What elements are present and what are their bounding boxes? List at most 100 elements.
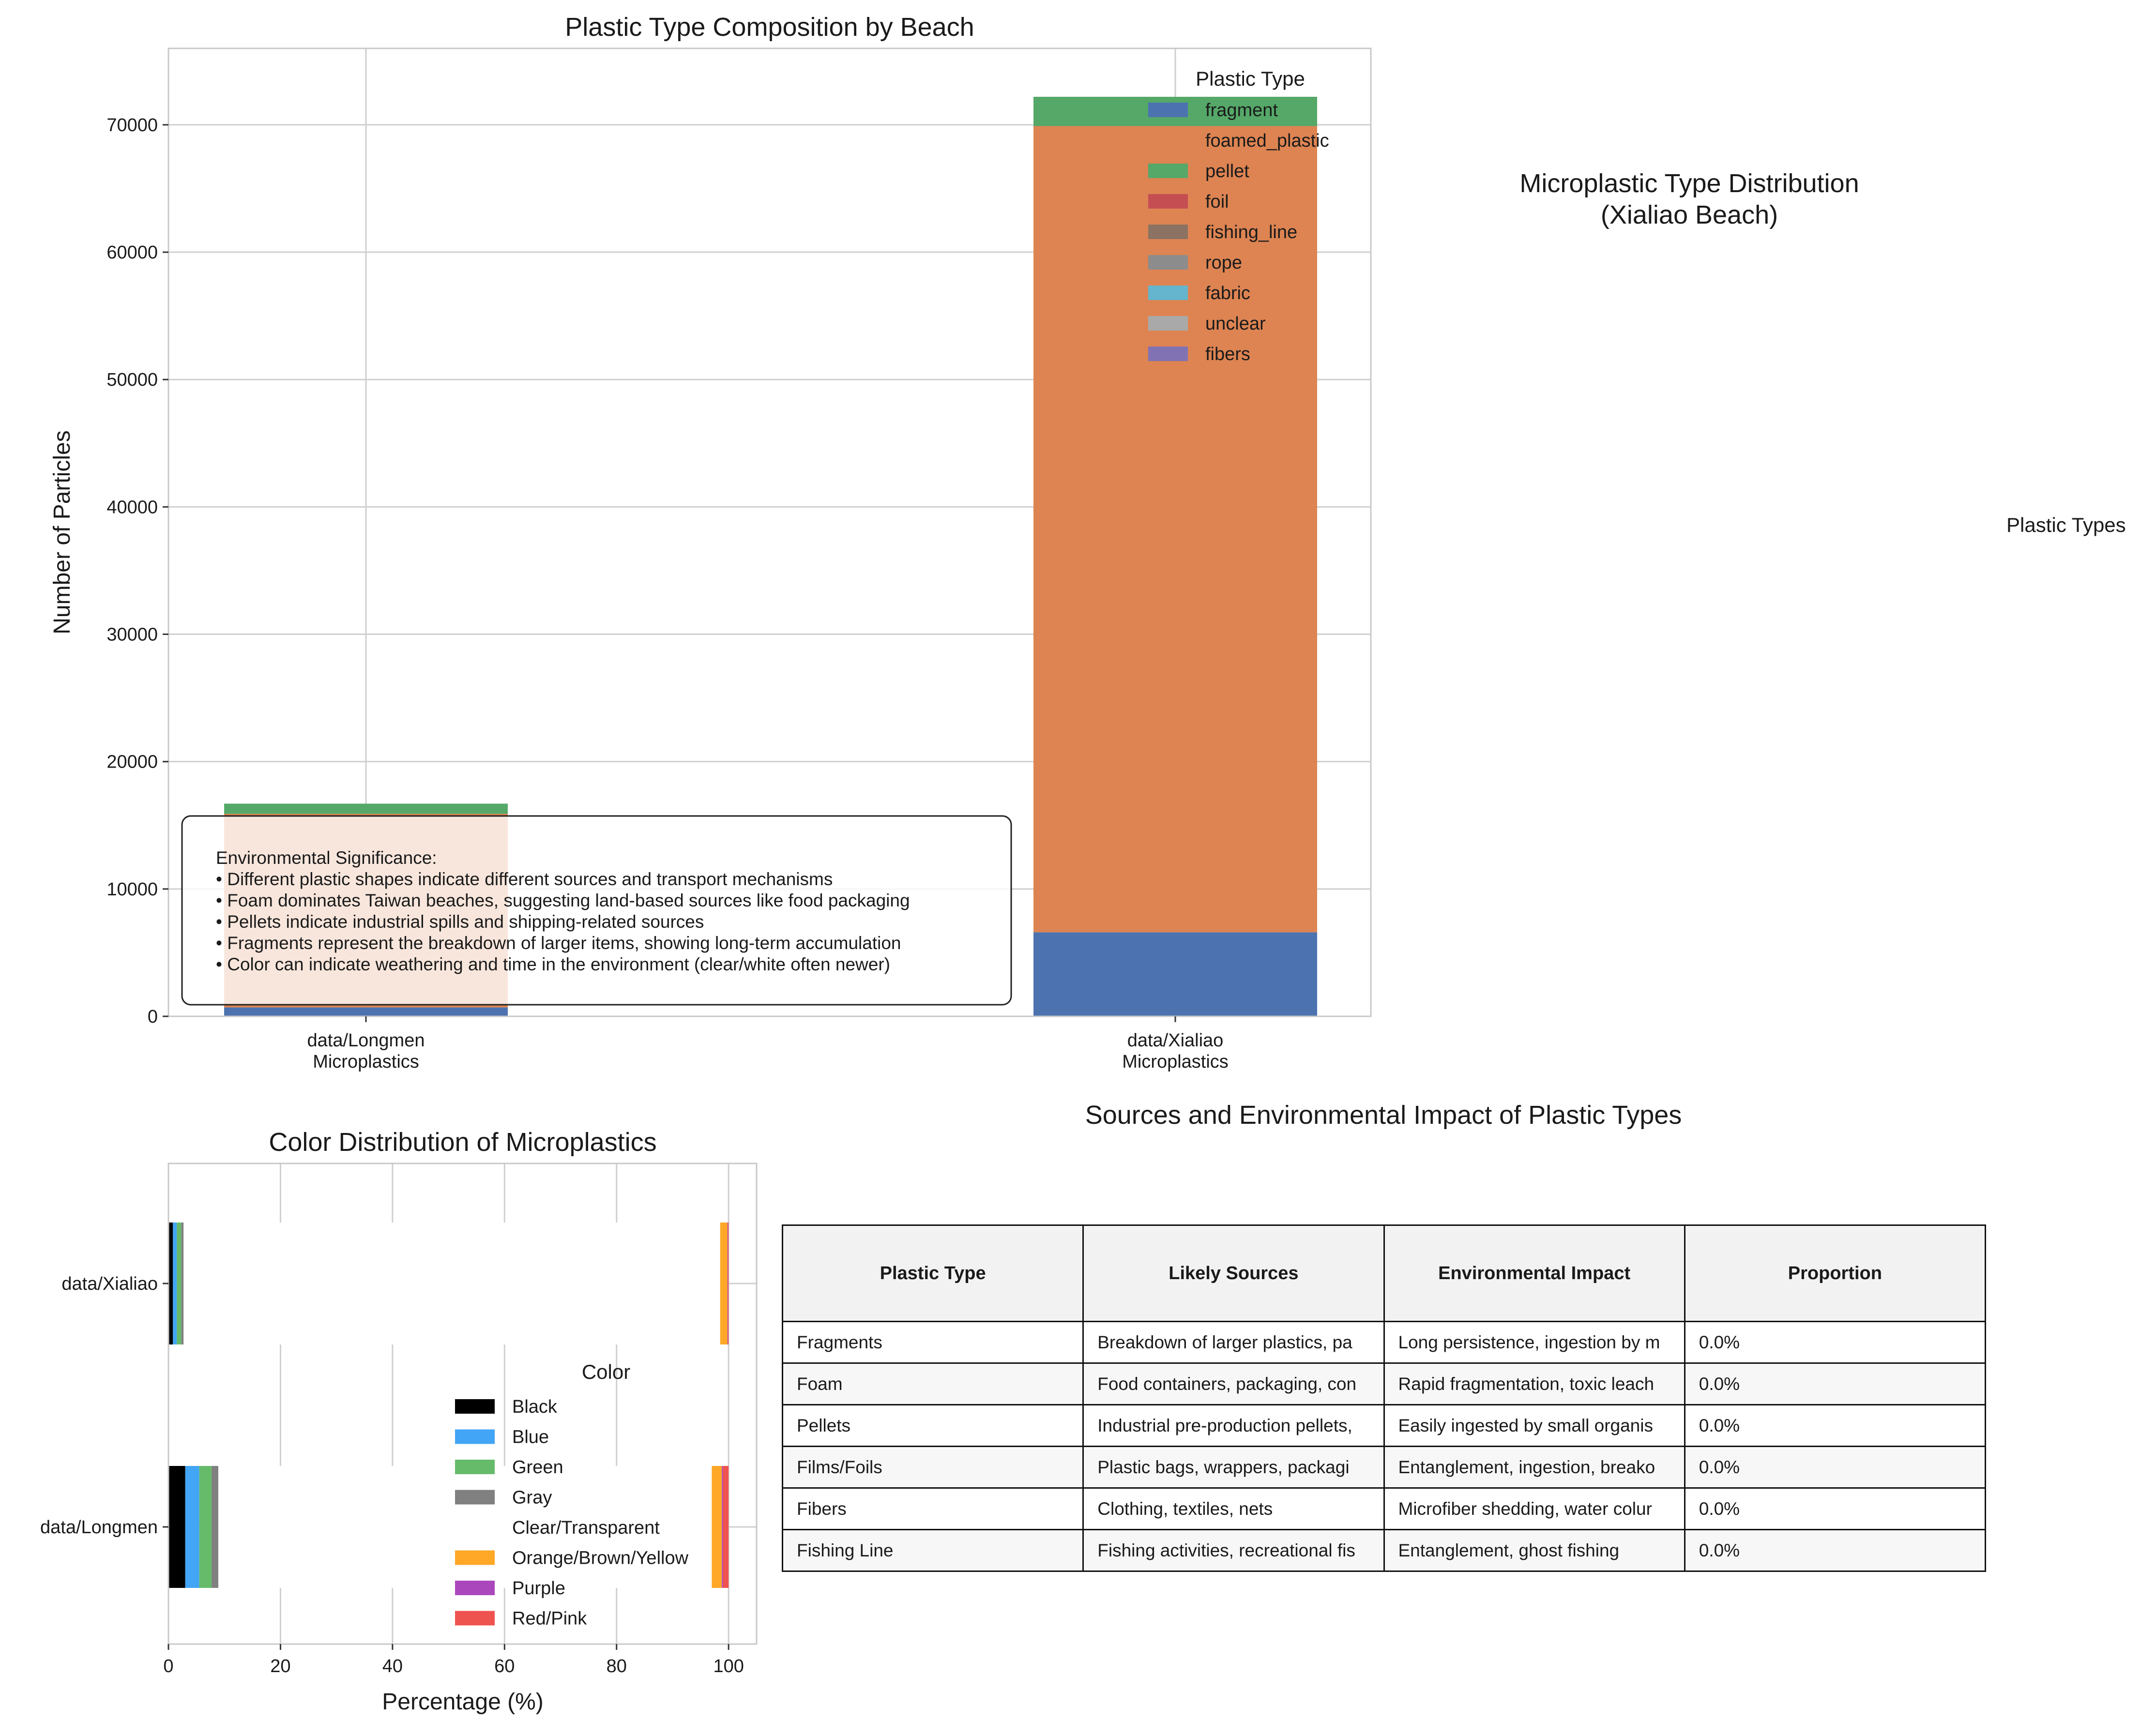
bar-segment-pellet [224,803,508,814]
color-legend-label: Purple [512,1578,565,1599]
table-cell-impact: Rapid fragmentation, toxic leach [1383,1362,1685,1405]
color-legend-swatch-clear-transparent [455,1520,495,1535]
note-line: • Foam dominates Taiwan beaches, suggest… [216,891,910,910]
color-bar-segment-blue [185,1466,199,1588]
color-distribution-chart: Color Distribution of Microplastics 0 20 4… [40,1128,758,1715]
table-cell-proportion: 0.0% [1684,1404,1987,1447]
color-bar-segment-red-pink [728,1223,729,1344]
legend-label-pellet: pellet [1205,161,1249,181]
table-cell-proportion: 0.0% [1684,1529,1987,1572]
pie-chart-area: Microplastic Type Distribution (Xialiao … [1519,169,2126,536]
color-bar-segment-clear-transparent [183,1223,720,1344]
color-bar-segment-orange-brown-yellow [720,1223,728,1344]
note-line: • Different plastic shapes indicate diff… [216,869,833,889]
table-cell-type: Foam [781,1362,1084,1405]
legend-swatch-fabric [1148,286,1188,300]
table-cell-type: Fishing Line [781,1529,1084,1572]
color-bar-segment-gray [212,1466,218,1588]
bar-chart-frame [167,47,1372,1017]
table-header-likely-sources: Likely Sources [1082,1224,1385,1322]
bar-segment-fragment [1033,932,1317,1016]
bar-y-tick-label: 40000 [106,497,158,517]
table-cell-sources: Fishing activities, recreational fis [1082,1529,1385,1572]
color-bar-segment-blue [173,1223,177,1344]
table-cell-proportion: 0.0% [1684,1362,1987,1405]
color-bar-segment-green [199,1466,212,1588]
table-cell-impact: Long persistence, ingestion by m [1383,1321,1685,1364]
table-header-proportion: Proportion [1684,1224,1987,1322]
pie-legend-title: Plastic Types [2006,513,2126,536]
color-chart-x-ticks: 0 20 40 60 80 100 [163,1644,744,1676]
color-legend-title: Color [582,1360,630,1383]
bar-segment-foamed_plastic [1033,126,1317,933]
color-x-tick-label: 100 [713,1656,744,1676]
color-legend-swatch-black [455,1399,495,1414]
table-title: Sources and Environmental Impact of Plas… [1085,1101,1682,1130]
bar-y-tick-label: 60000 [106,242,158,263]
color-chart-x-axis-label: Percentage (%) [382,1689,544,1715]
bar-x-tick-label: data/Longmen [307,1030,425,1051]
table-header-environmental-impact: Environmental Impact [1383,1224,1685,1322]
color-bar-segment-red-pink [723,1466,729,1588]
color-legend-label: Orange/Brown/Yellow [512,1548,689,1569]
color-bar-segment-orange-brown-yellow [712,1466,722,1588]
color-legend-label: Black [512,1397,558,1417]
legend-label-fishing_line: fishing_line [1205,222,1297,242]
table-row: Fibers Clothing, textiles, nets Microfib… [781,1487,1987,1530]
color-x-tick-label: 60 [494,1656,515,1676]
table-cell-sources: Industrial pre-production pellets, [1082,1404,1385,1447]
note-line: • Fragments represent the breakdown of l… [216,933,901,953]
note-line: Environmental Significance: [216,848,437,868]
color-legend-label: Clear/Transparent [512,1518,660,1538]
color-y-tick-label: data/Longmen [40,1517,158,1538]
legend-swatch-pellet [1148,164,1188,178]
legend-swatch-fragment [1148,103,1188,117]
table-row: Fragments Breakdown of larger plastics, … [781,1321,1987,1364]
color-legend-swatch-purple [455,1581,495,1595]
table-cell-sources: Clothing, textiles, nets [1082,1487,1385,1530]
color-legend-swatch-gray [455,1490,495,1505]
color-chart-y-ticks: data/Longmen data/Xialiao [40,1274,168,1538]
table-cell-impact: Microfiber shedding, water colur [1383,1487,1685,1530]
plastic-impact-table: Plastic Type Likely Sources Environmenta… [781,1224,1987,1572]
bar-chart-legend: Plastic Type fragment foamed_plasticpelle… [1148,67,1329,364]
color-x-tick-label: 20 [270,1656,290,1676]
bar-legend-title: Plastic Type [1196,67,1305,90]
color-bar-segment-purple [722,1466,723,1588]
legend-label-foil: foil [1205,192,1229,212]
color-bar-segment-black [168,1223,173,1344]
table-row: Films/Foils Plastic bags, wrappers, pack… [781,1446,1987,1489]
bar-y-tick-label: 70000 [106,115,158,136]
note-line: • Color can indicate weathering and time… [216,954,890,974]
bar-x-tick-label: Microplastics [1122,1052,1229,1072]
environmental-significance-note: Environmental Significance:• Different p… [181,815,1012,1006]
table-cell-impact: Easily ingested by small organis [1383,1404,1685,1447]
table-cell-type: Pellets [781,1404,1084,1447]
table-cell-type: Fibers [781,1487,1084,1530]
table-cell-sources: Plastic bags, wrappers, packagi [1082,1446,1385,1489]
color-x-tick-label: 80 [607,1656,627,1676]
color-bar-segment-green [177,1223,182,1344]
color-legend-swatch-blue [455,1429,495,1444]
bar-y-tick-label: 50000 [106,370,158,390]
bar-y-tick-label: 20000 [106,752,158,772]
color-chart-frame [167,1162,758,1645]
note-line: • Pellets indicate industrial spills and… [216,912,704,932]
pie-chart-title-line2: (Xialiao Beach) [1601,200,1778,229]
table-row: Foam Food containers, packaging, con Rap… [781,1362,1987,1405]
table-row: Pellets Industrial pre-production pellet… [781,1404,1987,1447]
note-box-frame [181,815,1012,1006]
color-bar-segment-gray [181,1223,184,1344]
table-cell-proportion: 0.0% [1684,1446,1987,1489]
table-cell-type: Films/Foils [781,1446,1084,1489]
table-cell-impact: Entanglement, ghost fishing [1383,1529,1685,1572]
legend-label-fragment: fragment [1205,100,1278,121]
color-legend-label: Red/Pink [512,1609,587,1629]
bar-y-tick-label: 30000 [106,625,158,645]
bar-chart-x-ticks: data/LongmenMicroplasticsdata/XialiaoMic… [307,1016,1229,1072]
table-row: Fishing Line Fishing activities, recreat… [781,1529,1987,1572]
legend-label-foamed_plastic: foamed_plastic [1205,131,1329,151]
bar-segment-fragment [224,1007,508,1016]
color-x-tick-label: 0 [163,1656,173,1676]
